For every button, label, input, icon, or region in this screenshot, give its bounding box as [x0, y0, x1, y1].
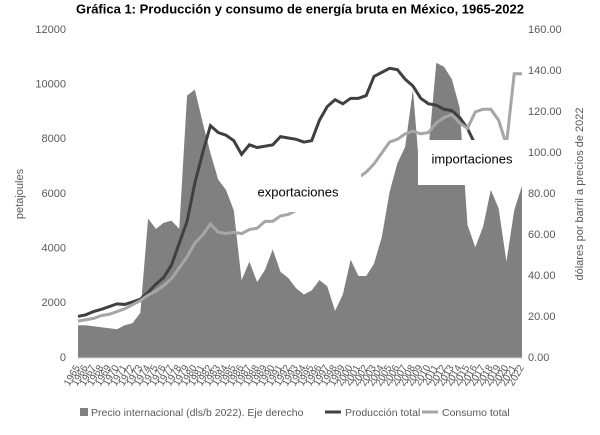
y-tick-label: 4000 — [42, 243, 66, 255]
line — [77, 66, 477, 318]
y2-tick-label: 80.00 — [528, 188, 556, 200]
annotation: exportaciones — [258, 184, 339, 199]
y2-tick-label: 160.00 — [528, 24, 562, 36]
y2-tick-label: 40.00 — [528, 270, 556, 282]
y2-tick-label: 0.00 — [528, 352, 549, 364]
y-tick-label: 8000 — [42, 133, 66, 145]
y-tick-label: 12000 — [35, 24, 66, 36]
y2-tick-label: 120.00 — [528, 106, 562, 118]
y-tick-label: 10000 — [35, 79, 66, 91]
legend-swatch — [80, 408, 88, 416]
annotation-box — [418, 140, 525, 185]
y-tick-label: 2000 — [42, 297, 66, 309]
y-tick-label: 6000 — [42, 188, 66, 200]
legend-label: Consumo total — [442, 407, 510, 419]
y-axis-title: petajoules — [14, 168, 26, 219]
y-tick-label: 0 — [60, 352, 66, 364]
chart-title: Gráfica 1: Producción y consumo de energ… — [76, 1, 524, 16]
annotation: importaciones — [432, 151, 513, 166]
legend-label: Precio internacional (dls/b 2022). Eje d… — [91, 407, 304, 419]
legend-label: Producción total — [345, 407, 420, 419]
area — [78, 62, 522, 359]
y2-tick-label: 60.00 — [528, 229, 556, 241]
annotation-box — [236, 172, 361, 212]
y2-tick-label: 140.00 — [528, 65, 562, 77]
y2-axis-title: dólares por barril a precios de 2022 — [574, 107, 586, 280]
y2-tick-label: 100.00 — [528, 147, 562, 159]
y2-tick-label: 20.00 — [528, 311, 556, 323]
